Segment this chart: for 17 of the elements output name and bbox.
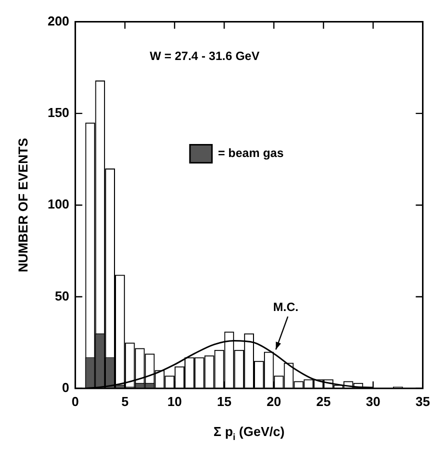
- y-tick-label: 0: [62, 380, 70, 395]
- x-tick-label: 15: [216, 394, 232, 409]
- x-tick-label: 5: [121, 394, 129, 409]
- x-tick-label: 30: [366, 394, 380, 409]
- x-tick-label: 10: [167, 394, 182, 409]
- y-tick-label: 150: [48, 105, 70, 120]
- y-axis-title: NUMBER OF EVENTS: [15, 138, 30, 272]
- x-tick-label: 25: [316, 394, 331, 409]
- text: M.C.: [273, 300, 299, 314]
- y-tick-label: 50: [54, 288, 70, 304]
- annotation: W = 27.4 - 31.6 GeV: [150, 48, 260, 63]
- legend-label: = beam gas: [218, 146, 284, 160]
- x-tick-label: 0: [72, 394, 79, 409]
- y-tick-label: 100: [48, 196, 70, 212]
- x-tick-label: 35: [416, 394, 430, 409]
- y-tick-label: 200: [48, 13, 70, 28]
- x-tick-label: 20: [266, 394, 282, 409]
